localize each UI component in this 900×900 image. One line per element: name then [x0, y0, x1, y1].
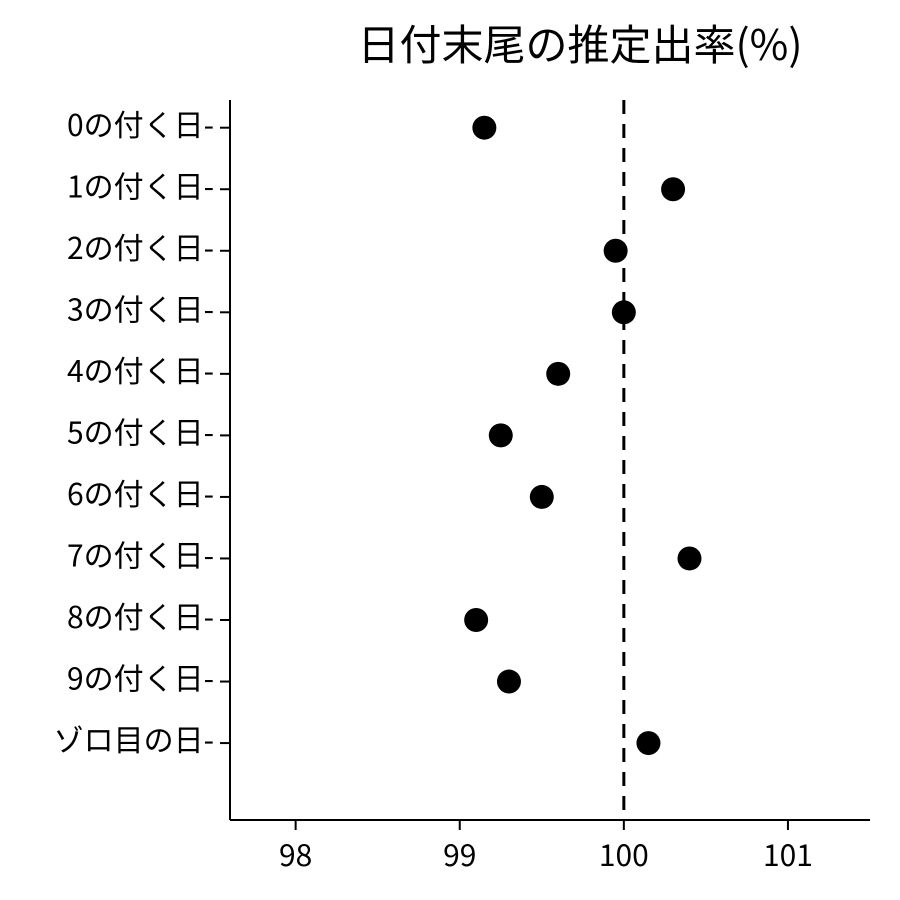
x-tick-label: 101 [763, 831, 813, 875]
data-point [612, 300, 636, 324]
y-tick-label: ゾロ目の日- [54, 716, 214, 760]
y-tick-label: 9の付く日- [67, 655, 214, 699]
data-point [472, 116, 496, 140]
y-tick-label: 3の付く日- [67, 285, 214, 329]
data-point [661, 177, 685, 201]
y-tick-label: 2の付く日- [67, 224, 214, 268]
data-point [677, 546, 701, 570]
y-tick-label: 4の付く日- [67, 347, 214, 391]
data-point [636, 731, 660, 755]
y-tick-label: 1の付く日- [67, 162, 214, 206]
x-tick-label: 98 [279, 831, 312, 875]
y-tick-label: 8の付く日- [67, 593, 214, 637]
y-tick-label: 6の付く日- [67, 470, 214, 514]
data-point [604, 239, 628, 263]
chart-container: 日付末尾の推定出率(%) 0の付く日- 1の付く日- 2の付く日- 3の付く日- 4の付く… [0, 0, 900, 900]
data-point [464, 608, 488, 632]
x-tick-label: 100 [599, 831, 649, 875]
y-tick-label: 0の付く日- [67, 101, 214, 145]
y-tick-label: 5の付く日- [67, 409, 214, 453]
dot-plot-chart: 日付末尾の推定出率(%) 0の付く日- 1の付く日- 2の付く日- 3の付く日- 4の付く… [0, 0, 900, 900]
data-point [497, 670, 521, 694]
data-point [530, 485, 554, 509]
chart-title: 日付末尾の推定出率(%) [357, 12, 802, 73]
data-point [489, 423, 513, 447]
x-tick-label: 99 [443, 831, 476, 875]
data-point [546, 362, 570, 386]
y-tick-label: 7の付く日- [67, 532, 214, 576]
